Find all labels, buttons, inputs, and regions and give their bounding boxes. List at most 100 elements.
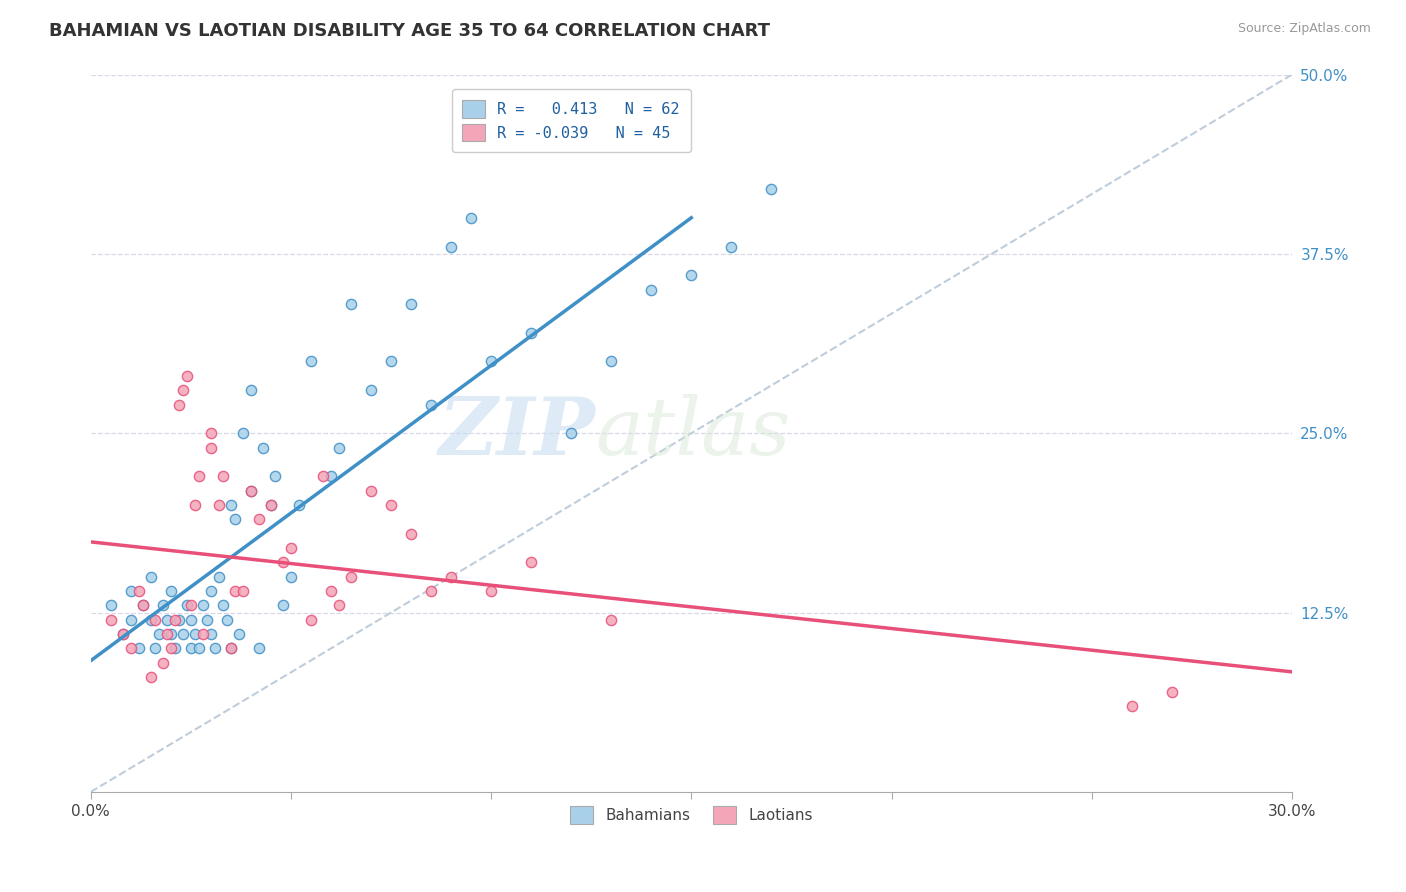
Point (111, 627, 134, 641)
Point (120, 641, 142, 656)
Point (163, 641, 186, 656)
Text: ZIP: ZIP (439, 394, 595, 472)
Point (139, 570, 162, 584)
Point (195, 613, 218, 627)
Text: BAHAMIAN VS LAOTIAN DISABILITY AGE 35 TO 64 CORRELATION CHART: BAHAMIAN VS LAOTIAN DISABILITY AGE 35 TO… (49, 22, 770, 40)
Point (159, 641, 181, 656)
Point (172, 627, 194, 641)
Point (167, 613, 190, 627)
Point (252, 441, 274, 455)
Point (280, 570, 302, 584)
Point (215, 613, 238, 627)
Point (152, 599, 174, 613)
Point (200, 627, 222, 641)
Point (360, 383, 382, 397)
Point (163, 613, 186, 627)
Point (271, 599, 294, 613)
Point (167, 398, 190, 412)
Point (299, 613, 322, 627)
Text: atlas: atlas (595, 394, 790, 472)
Point (180, 613, 202, 627)
Legend: Bahamians, Laotians: Bahamians, Laotians (560, 796, 824, 835)
Point (239, 483, 262, 498)
Point (263, 469, 285, 483)
Point (1121, 698, 1143, 713)
Point (131, 599, 153, 613)
Point (139, 670, 162, 684)
Point (319, 469, 342, 483)
Point (208, 498, 231, 512)
Point (219, 641, 242, 656)
Point (191, 627, 214, 641)
Point (440, 570, 463, 584)
Point (460, 211, 482, 225)
Point (120, 613, 142, 627)
Point (159, 627, 181, 641)
Point (720, 240, 742, 254)
Point (380, 498, 402, 512)
Point (260, 498, 283, 512)
Point (180, 641, 202, 656)
Point (100, 599, 122, 613)
Point (328, 599, 350, 613)
Point (239, 483, 262, 498)
Point (131, 599, 153, 613)
Point (191, 599, 214, 613)
Point (600, 354, 623, 368)
Point (187, 469, 209, 483)
Point (479, 584, 502, 599)
Point (184, 498, 207, 512)
Point (271, 555, 294, 569)
Point (180, 599, 202, 613)
Point (159, 584, 181, 599)
Point (200, 426, 222, 441)
Point (111, 627, 134, 641)
Point (232, 584, 254, 599)
Point (148, 627, 170, 641)
Point (204, 641, 226, 656)
Point (184, 627, 207, 641)
Point (100, 613, 122, 627)
Point (219, 641, 242, 656)
Point (228, 627, 250, 641)
Point (172, 383, 194, 397)
Point (340, 570, 363, 584)
Point (143, 613, 166, 627)
Point (299, 354, 322, 368)
Point (200, 441, 222, 455)
Point (139, 613, 162, 627)
Point (328, 441, 350, 455)
Point (211, 599, 233, 613)
Point (312, 469, 335, 483)
Point (247, 641, 270, 656)
Point (479, 354, 502, 368)
Point (187, 641, 209, 656)
Point (288, 498, 311, 512)
Point (152, 656, 174, 670)
Point (600, 613, 623, 627)
Point (761, 182, 783, 196)
Point (380, 354, 402, 368)
Point (176, 368, 198, 383)
Point (420, 398, 443, 412)
Point (120, 584, 142, 599)
Point (143, 641, 166, 656)
Point (681, 268, 703, 283)
Point (560, 426, 582, 441)
Point (156, 627, 179, 641)
Point (128, 641, 150, 656)
Point (208, 570, 231, 584)
Point (399, 297, 422, 311)
Point (520, 555, 543, 569)
Point (360, 483, 382, 498)
Point (640, 283, 662, 297)
Point (219, 498, 242, 512)
Point (224, 584, 246, 599)
Point (224, 512, 246, 526)
Point (211, 469, 233, 483)
Point (239, 383, 262, 397)
Point (1160, 684, 1182, 698)
Point (200, 584, 222, 599)
Point (420, 584, 443, 599)
Point (176, 599, 198, 613)
